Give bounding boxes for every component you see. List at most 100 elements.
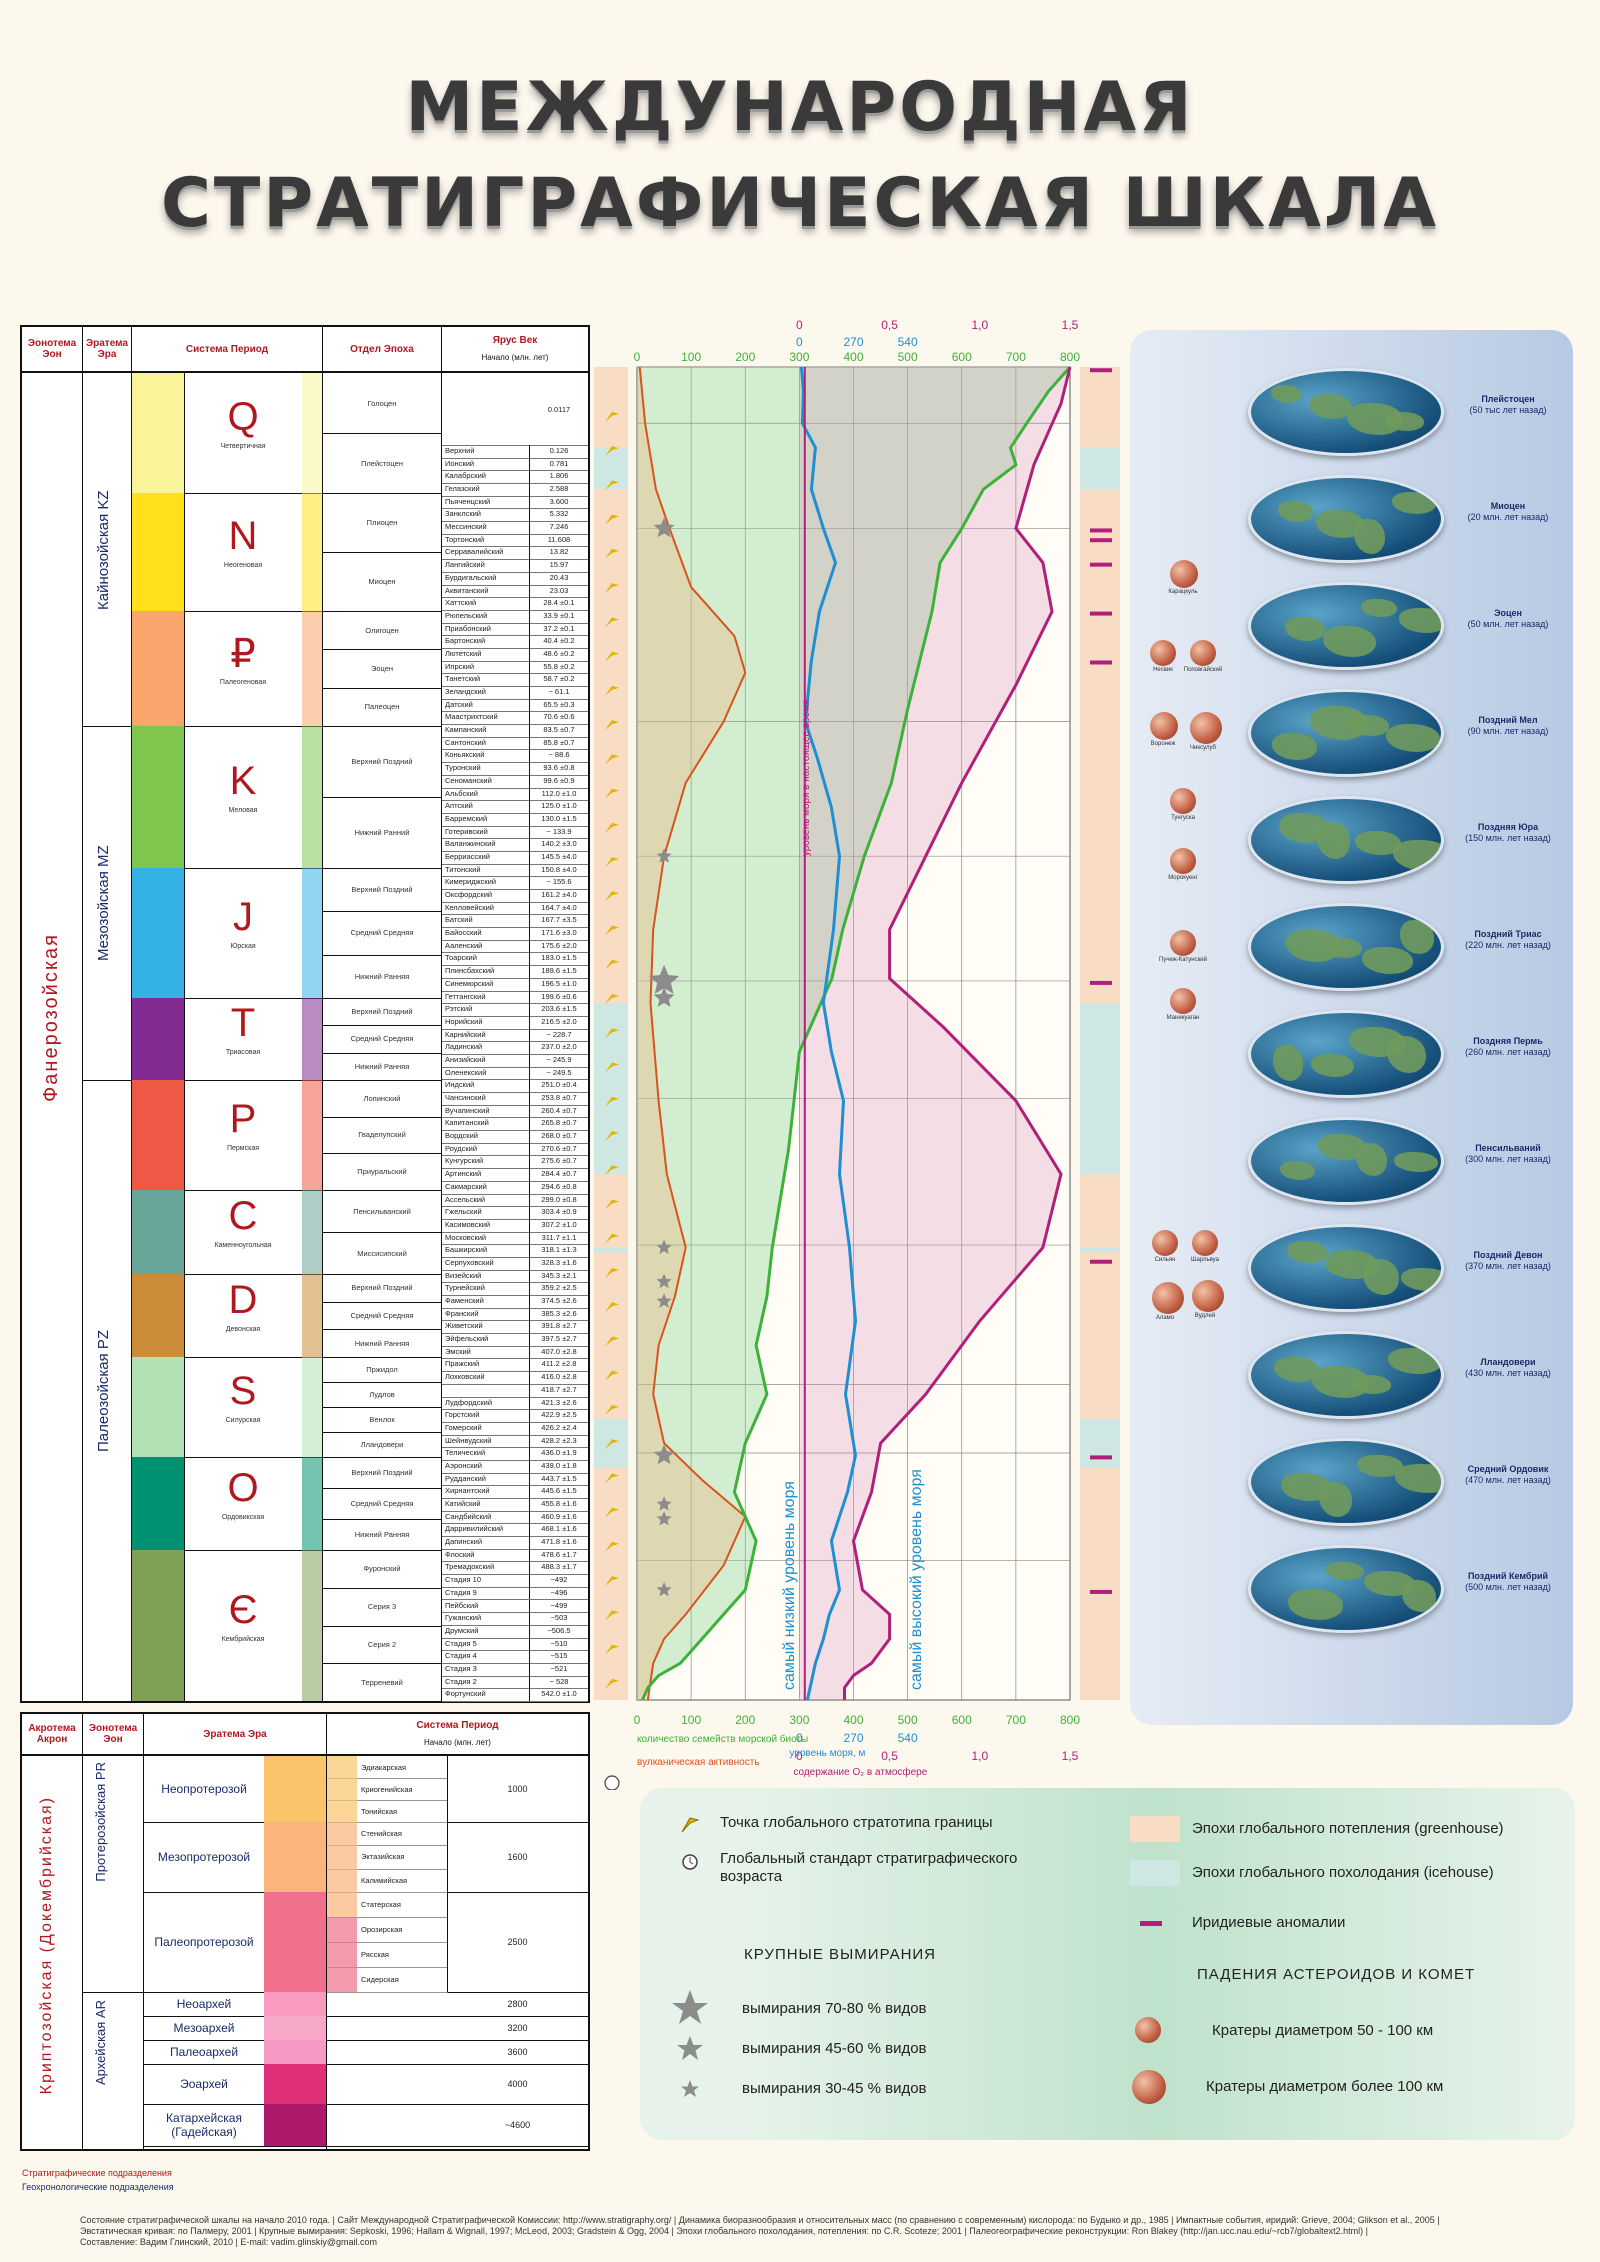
stage-age: 175.6 ±2.0 [541,940,577,950]
epoch-cell: Гваделупский [323,1117,441,1155]
stage-row: Тортонский 11.608 [442,533,588,548]
epoch-cell: Нижний Ранняя [323,1053,441,1081]
gssp-flag-icon [605,1473,619,1484]
period-cell: C Каменноугольная [132,1190,322,1275]
stage-row: Серпуховский 328.3 ±1.6 [442,1256,588,1271]
landmass [1309,394,1352,419]
crater-label: Морокуенг [1168,875,1198,881]
globe-age: (50 тыс лет назад) [1469,405,1547,415]
biota-tick-top: 800 [1060,350,1080,364]
epoch-cell: Плиоцен [323,493,441,553]
epoch-cell: Средний Средняя [323,1302,441,1331]
stage-age: 130.0 ±1.5 [541,813,577,823]
crater-label: Аламо [1155,1315,1175,1321]
stage-row: Карнийский ~ 228.7 [442,1028,588,1043]
period-strip [302,611,322,726]
globe-caption: Плейстоцен (50 тыс лет назад) [1448,394,1568,416]
stage-row: Ассельский 299.0 ±0.8 [442,1193,588,1208]
stage-name: Московский [442,1231,530,1245]
stage-age: 303.4 ±0.9 [541,1207,577,1217]
period-name: Неогеновая [223,562,263,569]
landmass [1402,1580,1436,1612]
stage-name: Шейнвудский [442,1434,530,1448]
icehouse-band [1080,1247,1120,1253]
oxygen-fill [799,367,1070,1700]
pre-start-value: ~4600 [504,2120,531,2130]
sea-tick-top: 0 [796,335,803,349]
stage-age: 125.0 ±1.0 [541,801,577,811]
stage-row: Валанжинский 140.2 ±3.0 [442,838,588,852]
pre-system-name: Тонийская [361,1806,398,1816]
stage-column: 0.0117 Верхний 0.126 Ионский 0.781 Калабрский… [442,373,588,1702]
stage-name: Визейский [442,1269,530,1283]
crater-icon [1170,788,1196,814]
epoch-cell: Венлок [323,1407,441,1433]
epoch-cell: Пржидол [323,1357,441,1383]
stage-name: Серравалийский [442,546,530,560]
header-stage: Ярус Век [492,335,538,346]
iridium-mark [1090,1259,1112,1264]
stage-row: Гужанский ~503 [442,1612,588,1626]
impacts-heading: ПАДЕНИЯ АСТЕРОИДОВ И КОМЕТ [1197,1966,1476,1983]
stage-name: Лютетский [442,647,530,661]
sea-tick-bottom: 540 [898,1731,918,1745]
crater-icon [1190,712,1222,744]
pre-era-color [264,2040,326,2064]
pre-era-color [264,1992,326,2016]
pre-era-name: Палеопротерозой [154,1935,254,1949]
stage-name: Маастрихтский [442,711,530,725]
stage-name: Рюпельский [442,609,530,623]
stage-name: Сандбийский [442,1510,530,1524]
stage-row-holocene: 0.0117 [442,373,588,446]
iridium-mark [1090,562,1112,567]
stage-row: Стадия 10 ~492 [442,1574,588,1588]
stage-name: Стадия 5 [442,1637,530,1651]
stage-name: Чансинский [442,1092,530,1105]
crater-icon [1150,640,1176,666]
stage-age: 55.8 ±0.2 [543,661,575,671]
pre-header-system: Система Период [416,1720,499,1731]
period-symbol: P [229,1097,257,1141]
crater-icon [1192,1230,1218,1256]
pre-system-color [327,1917,357,1942]
stage-name: Стадия 4 [442,1650,530,1663]
stage-name: Аптский [442,800,530,813]
stage-age: ~ 245.9 [546,1054,572,1064]
gssp-flag-icon [605,1062,619,1073]
globe-age: (430 млн. лет назад) [1465,1368,1551,1378]
stage-name: Танетский [442,673,530,687]
stage-name: Артинский [442,1168,530,1181]
stage-name: Оленекский [442,1066,530,1080]
stage-age: ~515 [550,1651,568,1661]
landmass [1326,1562,1364,1580]
crater-icon [1190,640,1216,666]
star-large-icon [672,1990,708,2024]
pre-eon-divider [83,1992,143,1993]
proterozoic-name: Протерозойская [93,1783,108,1882]
iridium-mark [1090,980,1112,985]
pre-start-cell: ~4600 [327,2104,588,2147]
globe-caption: Средний Ордовик (470 млн. лет назад) [1448,1464,1568,1486]
stage-name: Оксфордский [442,889,530,902]
pre-system-color [327,1800,357,1822]
page-title: МЕЖДУНАРОДНАЯ СТРАТИГРАФИЧЕСКАЯ ШКАЛА [0,60,1600,252]
stage-row: Касимовский 307.2 ±1.0 [442,1218,588,1233]
biota-tick-top: 0 [634,350,641,364]
stage-name: Мессинский [442,521,530,534]
gssp-icon [681,1817,700,1833]
stage-row: Фортунский 542.0 ±1.0 [442,1688,588,1702]
gssp-flag-icon [605,1576,619,1587]
stage-age: 183.0 ±1.5 [541,953,577,963]
stage-row: Тоарский 183.0 ±1.5 [442,952,588,967]
epoch-cell: Средний Средняя [323,1025,441,1054]
stage-name: Занклский [442,508,530,522]
period-name: Ордовикская [221,1513,265,1521]
period-color [132,1457,185,1550]
pre-system-cell: Эктазийская [327,1845,448,1870]
stage-age: 260.4 ±0.7 [541,1105,577,1115]
pre-start-column: 1000 1600 2500 2800 3200 3600 4000 ~4600 Эдиакар… [327,1756,588,2149]
pre-system-name: Криогенийская [361,1784,413,1794]
stage-name: Серпуховский [442,1256,530,1270]
pre-system-cell: Стенийская [327,1822,448,1847]
period-name: Триасовая [225,1049,261,1056]
